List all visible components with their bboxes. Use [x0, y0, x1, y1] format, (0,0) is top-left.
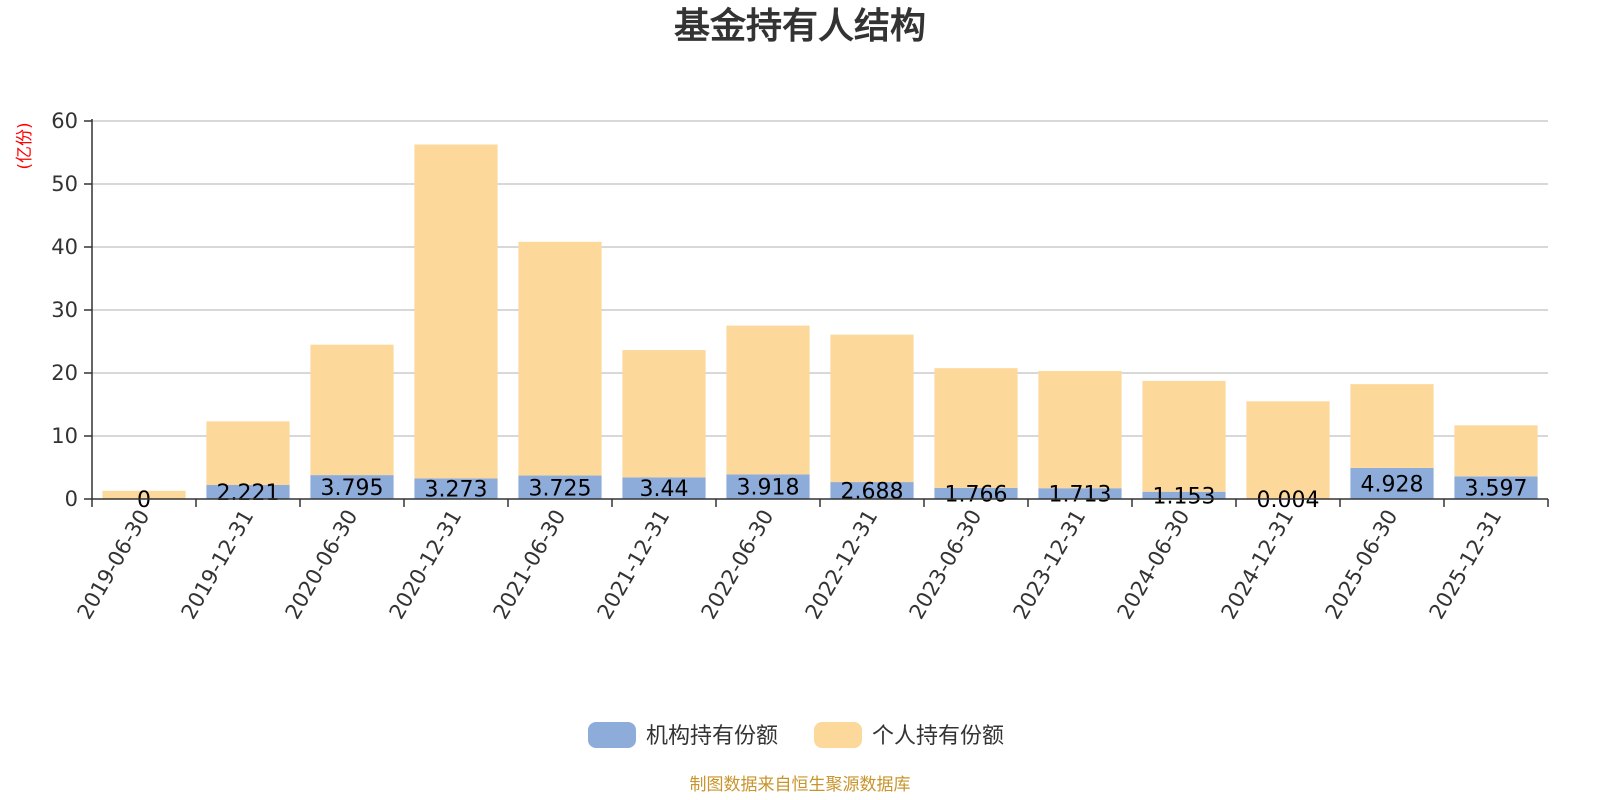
individual-bar — [622, 350, 706, 478]
x-tick-label: 2019-06-30 — [73, 506, 155, 624]
x-tick-label: 2020-06-30 — [281, 506, 363, 624]
data-label: 3.918 — [737, 476, 800, 501]
data-label: 1.153 — [1153, 484, 1216, 509]
y-tick-label: 10 — [51, 424, 78, 448]
data-label: 3.597 — [1465, 477, 1528, 502]
data-label: 0.004 — [1257, 488, 1320, 513]
y-tick-label: 60 — [51, 109, 78, 133]
y-tick-label: 0 — [65, 487, 78, 511]
legend-swatch — [588, 722, 636, 748]
x-tick-label: 2023-12-31 — [1009, 506, 1091, 624]
x-tick-label: 2025-06-30 — [1321, 506, 1403, 624]
x-tick-label: 2024-06-30 — [1113, 506, 1195, 624]
individual-bar — [1038, 371, 1122, 489]
data-label: 3.44 — [640, 477, 689, 502]
institutional-bar — [726, 474, 810, 499]
individual-bar — [206, 421, 290, 486]
data-label: 1.713 — [1049, 483, 1112, 508]
data-label: 2.221 — [217, 481, 280, 506]
source-note: 制图数据来自恒生聚源数据库 — [690, 775, 911, 795]
institutional-bar — [830, 482, 914, 499]
legend-label-institutional: 机构持有份额 — [646, 724, 778, 749]
x-tick-label: 2020-12-31 — [385, 506, 467, 624]
institutional-bar — [1454, 476, 1538, 499]
y-tick-label: 50 — [51, 172, 78, 196]
individual-bar — [934, 368, 1018, 488]
x-tick-label: 2021-12-31 — [593, 506, 675, 624]
institutional-bar — [1142, 491, 1226, 499]
data-label: 2.688 — [841, 480, 904, 505]
individual-bar — [726, 325, 810, 475]
institutional-bar — [518, 475, 602, 499]
data-label: 4.928 — [1361, 472, 1424, 497]
institutional-bar — [1038, 488, 1122, 499]
x-tick-label: 2023-06-30 — [905, 506, 987, 624]
x-tick-label: 2019-12-31 — [177, 506, 259, 624]
y-axis-unit-label: (亿份) — [15, 122, 35, 169]
data-label: 0 — [137, 488, 151, 513]
individual-bar — [102, 490, 186, 499]
legend: 机构持有份额 个人持有份额 — [588, 722, 1004, 749]
x-tick-label: 2022-06-30 — [697, 506, 779, 624]
individual-bar — [1246, 401, 1330, 499]
y-tick-label: 40 — [51, 235, 78, 259]
individual-bar — [310, 344, 394, 476]
individual-bar — [518, 241, 602, 476]
institutional-bar — [622, 477, 706, 499]
institutional-bar — [310, 475, 394, 499]
y-tick-label: 20 — [51, 361, 78, 385]
x-tick-label: 2025-12-31 — [1425, 506, 1507, 624]
y-tick-label: 30 — [51, 298, 78, 322]
institutional-bar — [206, 485, 290, 499]
legend-swatch — [814, 722, 862, 748]
individual-bar — [1142, 380, 1226, 492]
individual-bar — [414, 144, 498, 479]
data-label: 1.766 — [945, 482, 1008, 507]
individual-bar — [830, 334, 914, 483]
legend-label-individual: 个人持有份额 — [872, 724, 1004, 749]
institutional-bar — [1350, 467, 1434, 499]
data-label: 3.795 — [321, 476, 384, 501]
x-tick-label: 2021-06-30 — [489, 506, 571, 624]
individual-bar — [1454, 425, 1538, 477]
bars — [102, 144, 1538, 499]
data-labels: 0 2.221 3.795 3.273 3.725 3.44 3.918 2.688 1.766… — [137, 472, 1527, 513]
data-label: 3.725 — [529, 476, 592, 501]
institutional-bar — [414, 478, 498, 499]
institutional-bar — [934, 487, 1018, 499]
chart-title: 基金持有人结构 — [674, 5, 926, 47]
x-tick-label: 2024-12-31 — [1217, 506, 1299, 624]
x-tick-label: 2022-12-31 — [801, 506, 883, 624]
individual-bar — [1350, 384, 1434, 468]
